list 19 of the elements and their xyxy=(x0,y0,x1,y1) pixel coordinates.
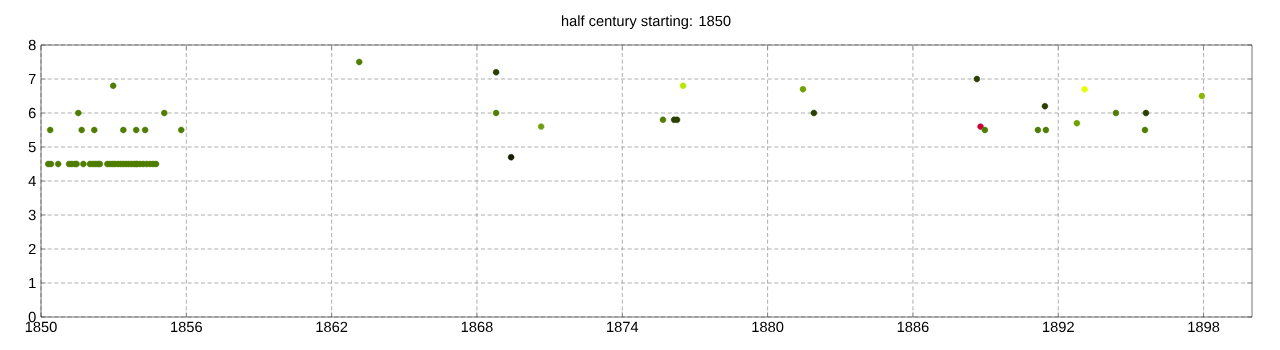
x-tick-label: 1862 xyxy=(316,321,348,333)
x-tick-label: 1856 xyxy=(171,321,202,333)
x-tick-label: 1874 xyxy=(607,321,639,333)
y-tick-label: 2 xyxy=(28,243,36,255)
y-tick-label: 4 xyxy=(28,175,36,187)
y-tick-label: 7 xyxy=(28,73,36,85)
x-tick-label: 1868 xyxy=(461,321,493,333)
y-tick-label: 8 xyxy=(28,39,36,51)
chart-title: half century starting: 1850 xyxy=(561,15,731,30)
x-tick-label: 1892 xyxy=(1043,321,1074,333)
x-tick-label: 1880 xyxy=(752,321,784,333)
y-tick-label: 0 xyxy=(28,311,36,323)
x-tick-label: 1898 xyxy=(1188,321,1220,333)
y-tick-label: 6 xyxy=(28,107,36,119)
y-tick-label: 1 xyxy=(29,277,36,289)
y-tick-label: 5 xyxy=(28,141,36,153)
x-tick-label: 1850 xyxy=(25,321,57,333)
x-tick-label: 1886 xyxy=(897,321,929,333)
y-tick-label: 3 xyxy=(28,209,36,221)
